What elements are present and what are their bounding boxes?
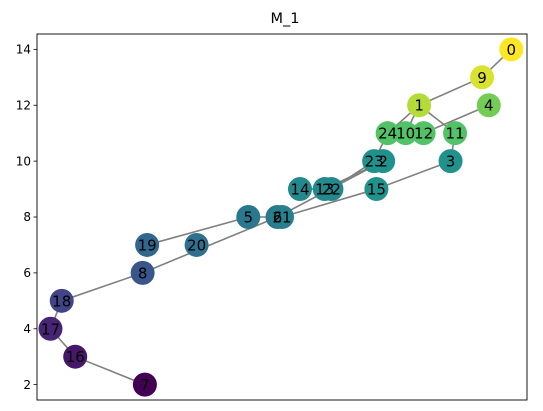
y-tick-label: 14 [16, 43, 31, 57]
y-tick-label: 4 [23, 322, 31, 336]
node-label-13: 13 [315, 181, 334, 199]
edge-3-15 [376, 160, 451, 190]
node-1 [407, 93, 432, 118]
node-0 [499, 37, 524, 62]
edge-6-8 [142, 216, 278, 274]
node-10 [393, 121, 418, 146]
node-label-8: 8 [138, 264, 148, 282]
node-label-23: 23 [365, 153, 384, 171]
node-4 [476, 93, 501, 118]
node-label-11: 11 [446, 125, 465, 143]
node-label-0: 0 [506, 41, 516, 59]
node-label-7: 7 [140, 376, 150, 394]
node-8 [130, 260, 155, 285]
node-label-18: 18 [52, 292, 71, 310]
edge-8-18 [61, 272, 143, 302]
node-17 [38, 316, 63, 341]
y-axis: 2 4 6 8 10 12 14 [16, 43, 37, 392]
plot-frame [36, 33, 528, 401]
node-7 [132, 372, 157, 397]
node-11 [443, 121, 468, 146]
node-20 [184, 232, 209, 257]
node-label-14: 14 [290, 181, 309, 199]
node-label-22: 22 [322, 181, 341, 199]
node-label-10: 10 [396, 125, 415, 143]
node-label-12: 12 [414, 125, 433, 143]
node-12 [411, 121, 436, 146]
node-label-5: 5 [244, 209, 254, 227]
node-label-15: 15 [367, 181, 386, 199]
node-label-17: 17 [41, 320, 60, 338]
node-label-20: 20 [187, 236, 206, 254]
node-label-4: 4 [484, 97, 494, 115]
node-label-9: 9 [477, 69, 487, 87]
node-5 [236, 205, 261, 229]
y-tick-label: 2 [23, 378, 31, 392]
edge-15-21 [281, 188, 377, 218]
node-23 [362, 149, 387, 174]
node-21 [270, 205, 294, 229]
node-14 [287, 177, 312, 202]
node-label-16: 16 [66, 348, 85, 366]
node-22 [319, 177, 344, 202]
node-label-2: 2 [378, 153, 388, 171]
node-label-1: 1 [414, 97, 424, 115]
node-3 [438, 149, 463, 174]
node-label-6: 6 [273, 209, 283, 227]
edge-16-7 [74, 355, 146, 386]
y-tick-label: 6 [23, 266, 31, 280]
y-tick-label: 12 [16, 98, 31, 112]
edge-5-19 [146, 216, 249, 246]
node-16 [63, 344, 88, 369]
node-label-24: 24 [378, 125, 397, 143]
node-24 [375, 121, 400, 146]
node-19 [135, 232, 160, 257]
y-tick-label: 8 [23, 210, 31, 224]
node-15 [364, 177, 389, 202]
node-label-21: 21 [272, 209, 291, 227]
node-18 [49, 288, 74, 313]
y-tick-label: 10 [16, 154, 31, 168]
node-label-3: 3 [446, 153, 456, 171]
node-9 [470, 65, 495, 90]
chart-title: M_1 [271, 11, 300, 27]
node-label-19: 19 [138, 236, 157, 254]
